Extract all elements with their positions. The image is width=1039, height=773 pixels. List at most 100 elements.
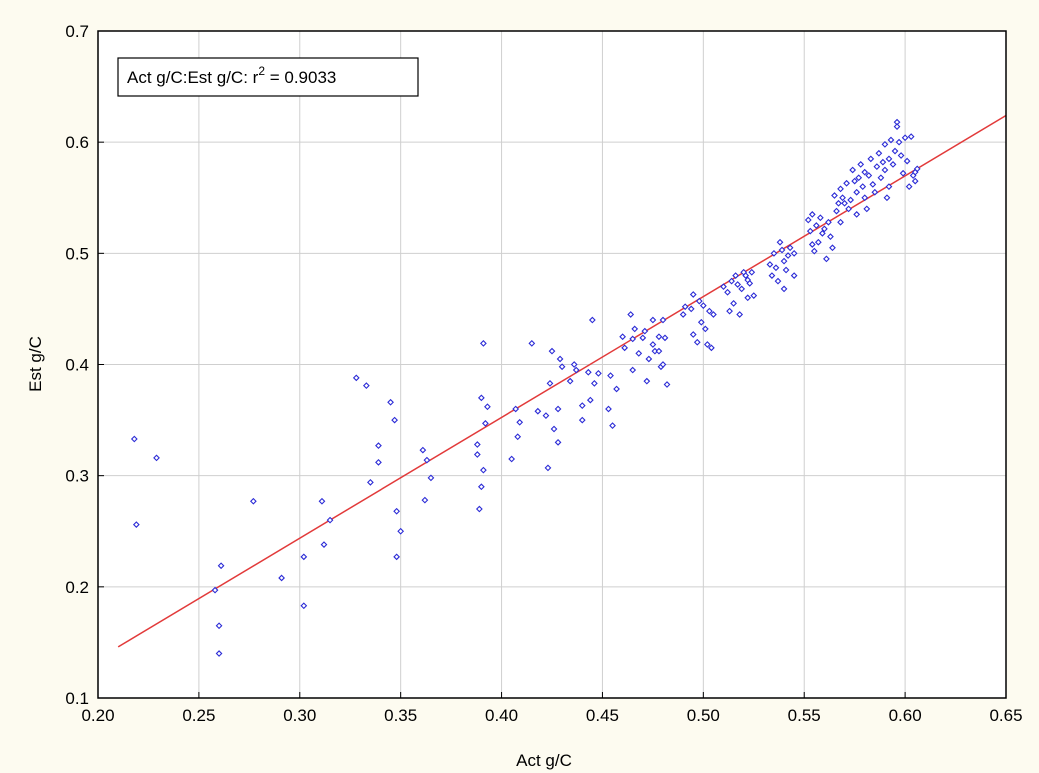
data-point [362,382,370,389]
data-point [326,516,334,524]
data-point [730,299,737,307]
data-point [768,272,776,279]
data-point [839,194,846,202]
data-point [578,416,586,424]
data-point [772,264,780,272]
data-point [814,238,822,246]
data-point [320,541,328,548]
data-point [835,199,842,207]
data-point [681,303,689,311]
data-point [631,325,639,333]
data-point [484,403,491,411]
data-point [300,602,308,610]
data-point [659,361,667,368]
data-point [885,183,893,191]
data-point [649,341,657,348]
data-point [655,333,663,341]
data-point [853,211,861,218]
data-point [584,368,592,376]
data-point [249,497,257,505]
data-point [885,155,893,163]
data-point [804,216,812,224]
data-point [558,363,566,371]
data-point [643,377,651,385]
data-point [516,418,524,426]
data-point [397,527,405,535]
data-point [423,456,431,464]
x-tick-label: 0.45 [586,706,619,725]
data-point [812,222,820,229]
data-point [825,218,832,226]
data-point [913,165,921,173]
data-point [810,247,818,255]
data-point [845,205,852,213]
data-point [720,283,727,291]
data-point [130,435,138,443]
data-point [217,562,225,570]
data-point [480,340,487,347]
data-point [639,334,647,342]
data-point [211,586,219,594]
data-point [766,261,774,268]
data-point [895,138,903,146]
data-point [770,249,778,257]
data-point [905,183,913,191]
legend-text: Act g/C:Est g/C: r2 = 0.9033 [127,64,336,87]
data-point [300,553,308,561]
data-point [786,244,794,252]
data-point [534,407,542,415]
data-point [695,297,703,305]
x-tick-label: 0.55 [788,706,821,725]
data-point [859,183,867,191]
data-point [645,355,653,363]
data-point [869,181,877,188]
y-axis-label: Est g/C [26,336,45,392]
data-point [473,441,481,448]
data-point [679,311,687,318]
data-point [849,166,857,174]
data-point [659,316,667,324]
data-point [865,172,873,179]
data-point [477,483,485,491]
data-point [879,158,887,166]
data-point [867,155,875,163]
data-point [750,292,758,299]
x-tick-label: 0.65 [989,706,1022,725]
data-point [708,344,715,352]
data-point [375,442,382,450]
data-point [641,327,649,335]
regression-line [117,114,1007,648]
data-point [863,205,871,213]
data-point [542,412,550,420]
data-point [689,331,697,338]
data-point [701,325,709,333]
grid [98,31,1006,698]
data-point [687,305,695,313]
data-point [635,350,643,357]
data-point [590,380,598,387]
data-point [689,291,697,298]
data-point [907,133,915,140]
data-point [833,207,840,215]
data-point [857,161,865,168]
data-point [572,366,580,374]
data-point [901,134,909,142]
x-tick-label: 0.40 [485,706,518,725]
x-tick-label: 0.25 [182,706,215,725]
data-point [893,123,901,130]
data-point [875,149,883,157]
data-point [899,169,907,177]
data-point [816,214,824,222]
x-tick-label: 0.30 [283,706,316,725]
fit-line-group [117,114,1007,648]
data-point [841,199,848,207]
data-point [570,361,578,368]
data-point [806,227,814,235]
legend-box: Act g/C:Est g/C: r2 = 0.9033 [117,57,419,97]
data-point [655,347,663,355]
y-tick-labels: 0.1 0.2 0.3 0.4 0.5 0.6 0.7 [65,22,104,708]
x-axis-label: Act g/C [516,751,572,770]
data-point [514,433,522,441]
data-point [837,185,844,193]
